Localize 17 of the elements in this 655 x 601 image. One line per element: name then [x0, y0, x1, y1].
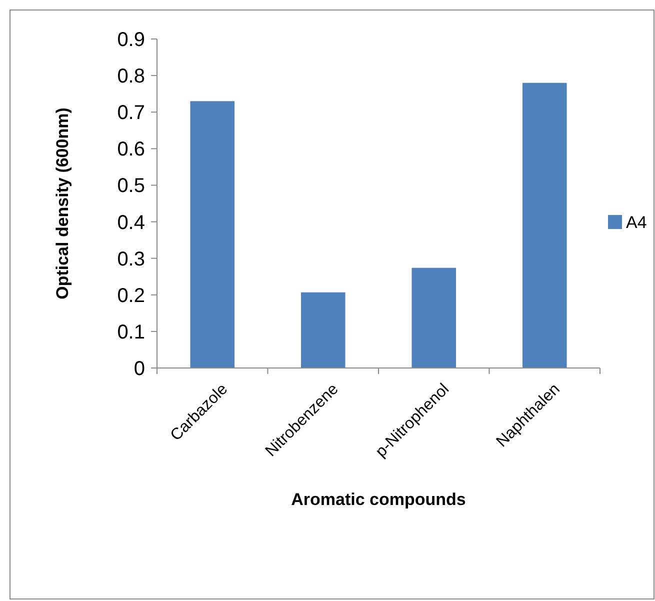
bar — [190, 101, 235, 368]
y-tick-label: 0.3 — [117, 248, 145, 270]
y-tick-label: 0 — [134, 358, 145, 380]
y-tick-label: 0.8 — [117, 66, 145, 88]
y-tick-label: 0.9 — [117, 29, 145, 51]
y-tick-label: 0.7 — [117, 102, 145, 124]
x-axis-title: Aromatic compounds — [291, 490, 466, 509]
y-tick-label: 0.2 — [117, 284, 145, 307]
bar — [522, 82, 567, 368]
y-tick-label: 0.4 — [117, 212, 145, 234]
legend-label: A4 — [626, 212, 647, 232]
bar — [300, 292, 346, 368]
y-tick-label: 0.6 — [117, 138, 145, 161]
bar — [412, 268, 456, 368]
y-tick-label: 0.5 — [117, 175, 145, 198]
y-axis-title: Optical density (600nm) — [53, 108, 72, 300]
y-tick-label: 0.1 — [117, 321, 145, 344]
